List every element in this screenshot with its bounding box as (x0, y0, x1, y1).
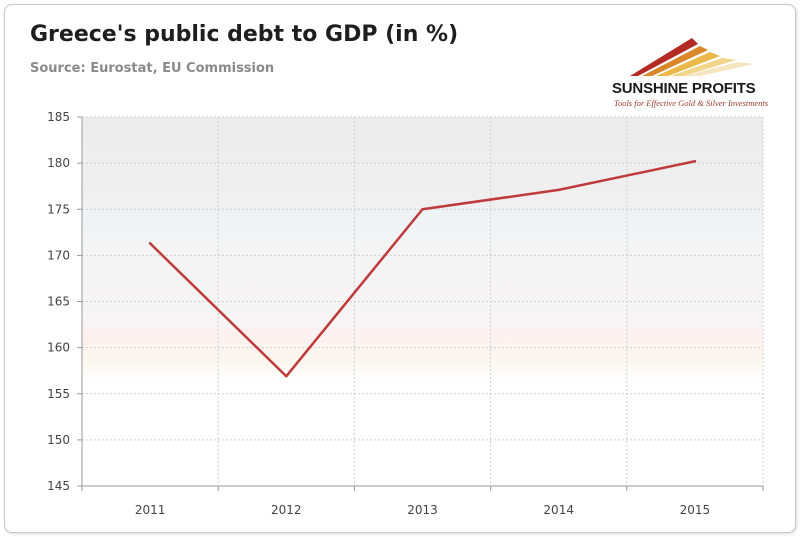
chart-source: Source: Eurostat, EU Commission (30, 61, 275, 76)
series-layer (148, 160, 697, 378)
y-tick-label: 155 (47, 387, 70, 401)
y-tick-label: 185 (47, 110, 70, 124)
data-point (557, 188, 560, 192)
x-tick-label: 2015 (680, 503, 711, 517)
x-tick-label: 2012 (271, 503, 302, 517)
data-point (421, 208, 424, 211)
sunshine-profits-logo: SUNSHINE PROFITS Tools for Effective Gol… (612, 30, 787, 110)
logo-tagline: Tools for Effective Gold & Silver Invest… (614, 98, 769, 108)
x-tick-label: 2014 (543, 503, 574, 517)
chart-title: Greece's public debt to GDP (in %) (30, 22, 459, 47)
x-tick-label: 2013 (407, 503, 438, 517)
axes (77, 116, 764, 491)
y-tick-label: 160 (47, 341, 70, 355)
x-tick-label: 2011 (135, 503, 166, 517)
y-tick-label: 145 (47, 479, 70, 493)
y-tick-label: 165 (47, 295, 70, 309)
y-tick-label: 150 (47, 433, 70, 447)
y-tick-label: 170 (47, 248, 70, 262)
data-point (693, 160, 697, 163)
data-point (148, 242, 152, 245)
logo-sun-rays-icon (630, 38, 754, 76)
logo-name: SUNSHINE PROFITS (612, 80, 756, 97)
tick-labels: 145 150 155 160 165 170 175 180 185 2011 2012 2013 2… (47, 110, 710, 517)
y-tick-label: 180 (47, 156, 70, 170)
y-tick-label: 175 (47, 202, 70, 216)
data-point (285, 375, 288, 378)
